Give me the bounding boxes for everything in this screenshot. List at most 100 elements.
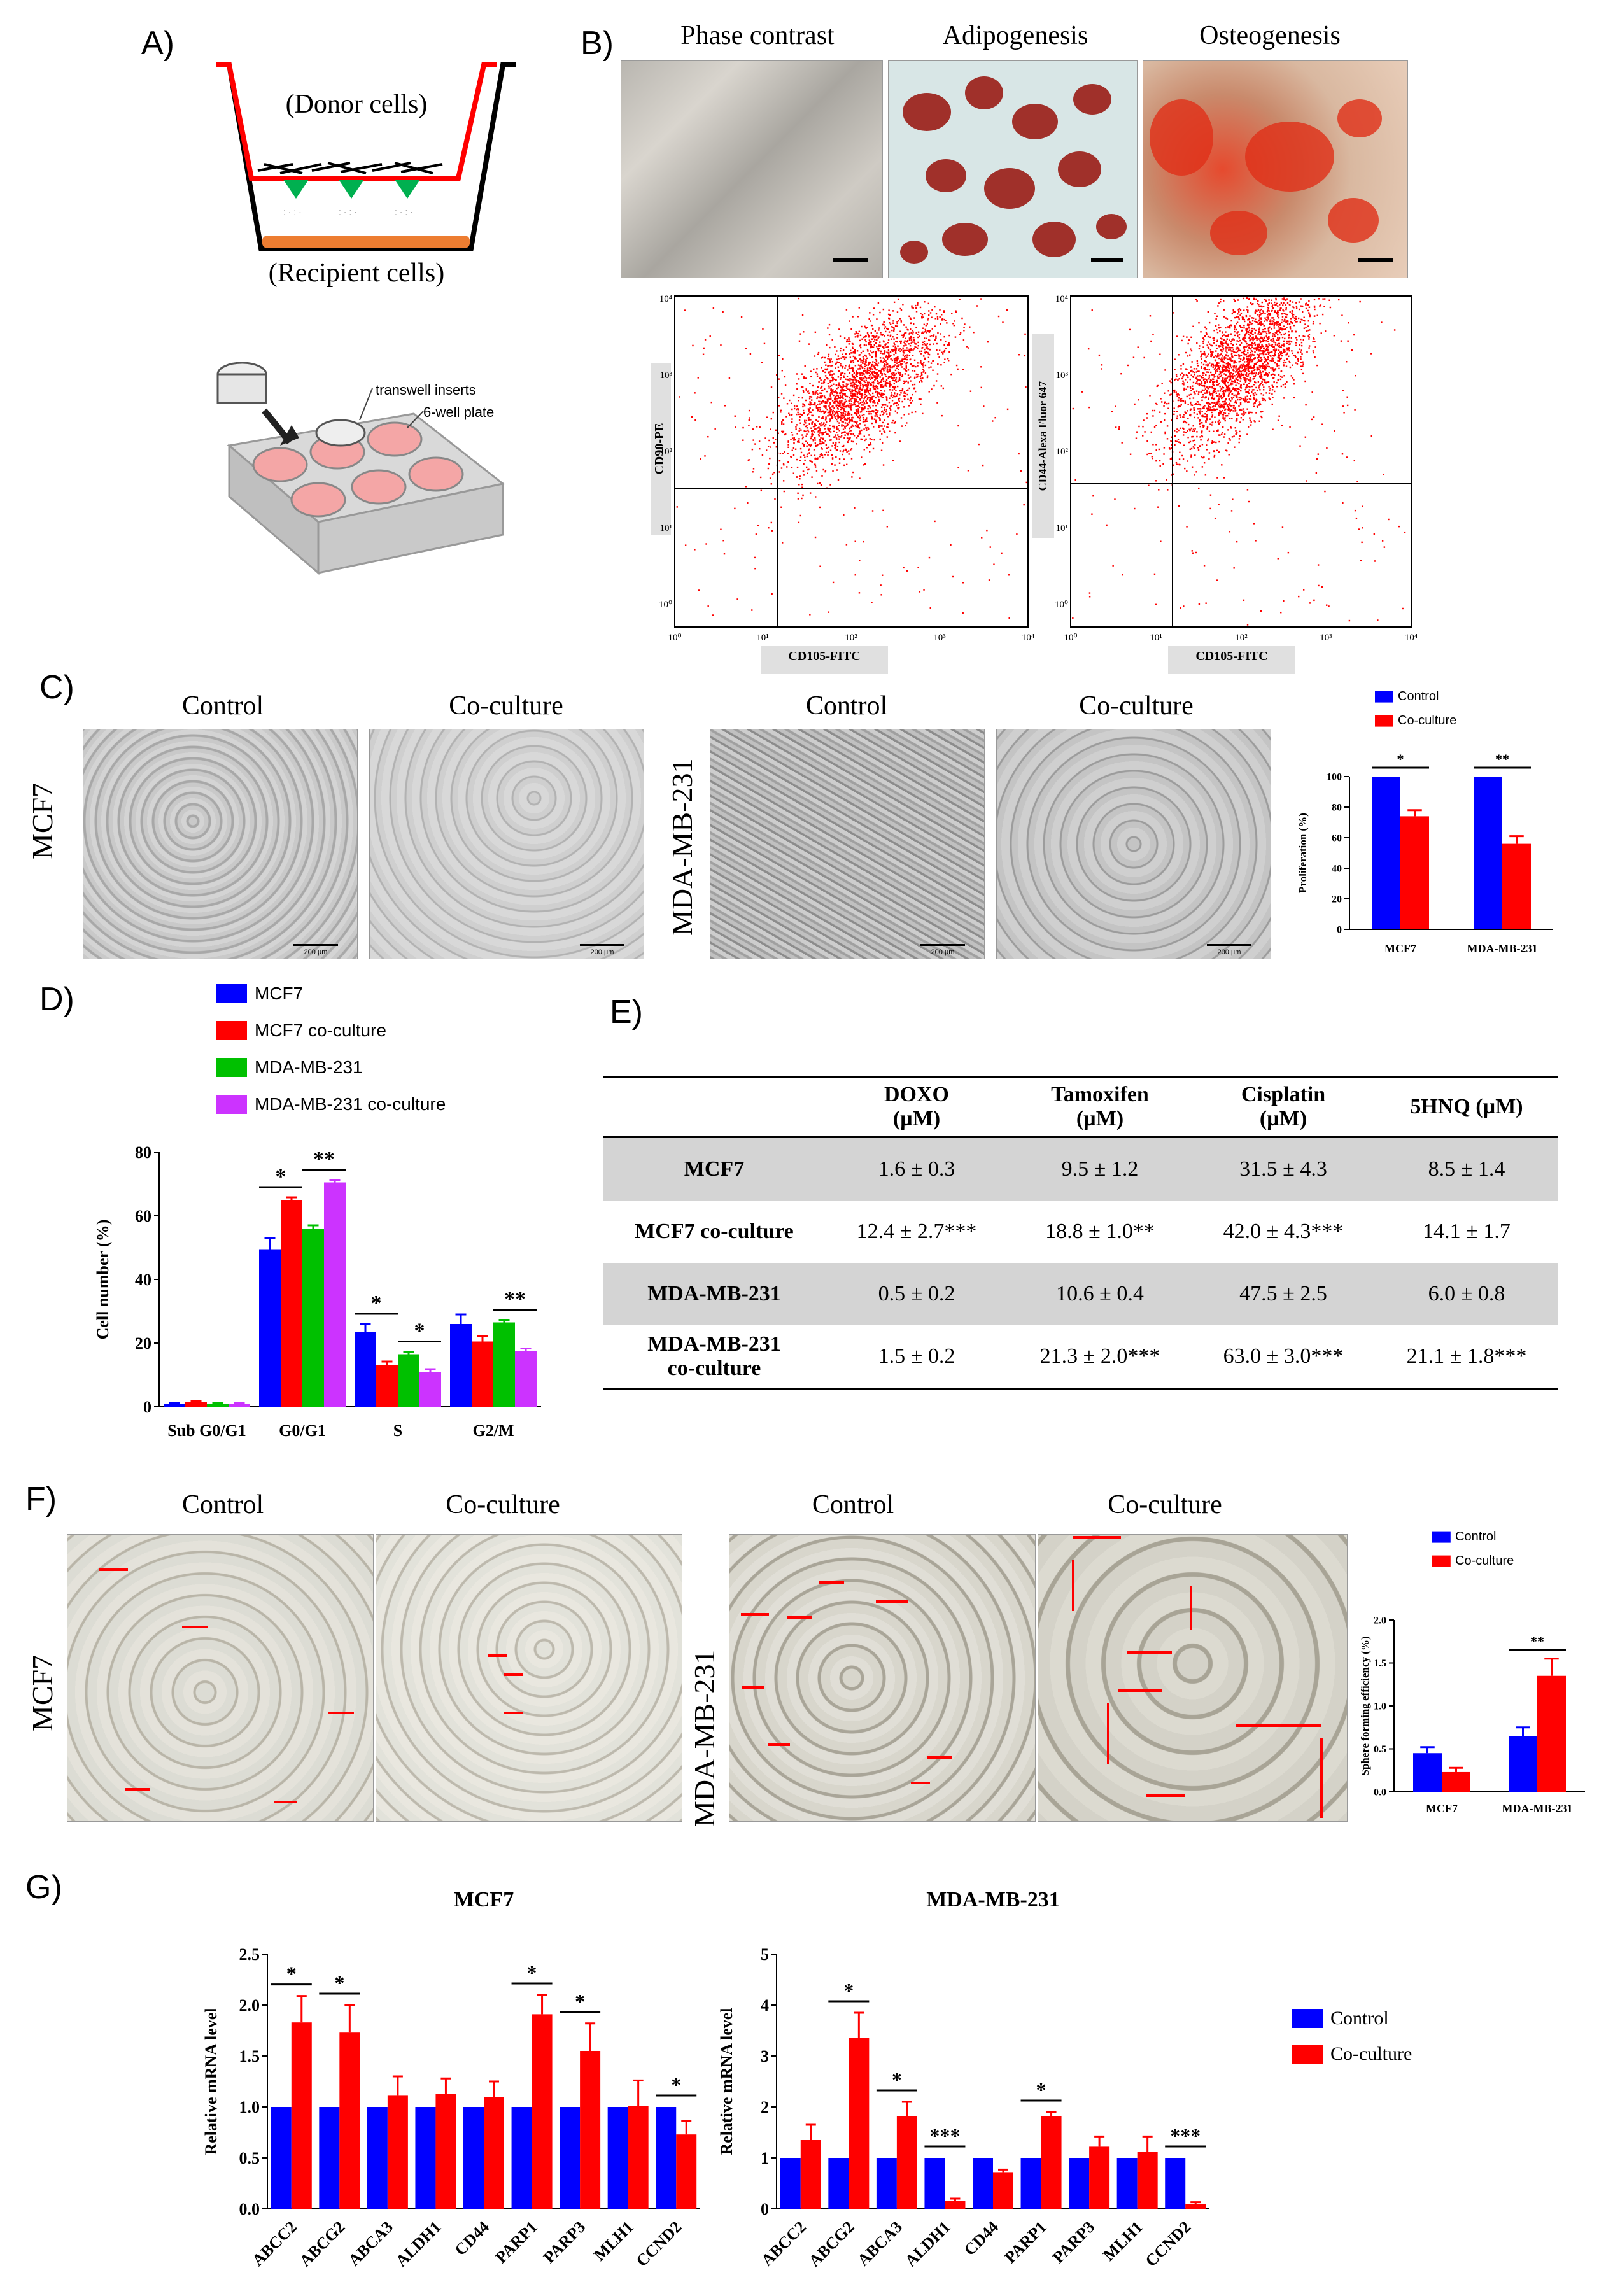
flow-event-dot <box>833 427 835 429</box>
flow-event-dot <box>835 398 836 400</box>
flow-plot-cd90: CD90-PE 10⁴ 10³ 10² 10¹ 10⁰ 10⁰ 10¹ 10² … <box>651 294 1034 643</box>
flow-event-dot <box>1257 348 1258 349</box>
flow-event-dot <box>993 563 995 565</box>
transwell-inserts-label: transwell inserts <box>376 382 476 398</box>
flow-event-dot <box>915 304 917 307</box>
flow-event-dot <box>779 453 782 454</box>
flow-event-dot <box>860 361 862 363</box>
flow-event-dot <box>1167 407 1169 409</box>
flow-event-dot <box>801 442 804 445</box>
flow-event-dot <box>937 353 939 355</box>
flow-event-dot <box>828 429 830 431</box>
flow-event-dot <box>846 339 849 341</box>
flow-event-dot <box>1240 390 1242 392</box>
flow-event-dot <box>1202 377 1204 379</box>
flow-event-dot <box>807 390 810 392</box>
flow-event-dot <box>1230 426 1232 428</box>
flow-event-dot <box>810 460 812 462</box>
flow-event-dot <box>907 389 909 391</box>
flow-event-dot <box>1227 365 1230 367</box>
flow-event-dot <box>757 525 759 526</box>
flow-event-dot <box>1106 524 1108 526</box>
flow-event-dot <box>877 402 879 405</box>
flow-event-dot <box>1285 308 1287 311</box>
flow-event-dot <box>1187 355 1189 357</box>
flow-event-dot <box>882 308 885 311</box>
flow-event-dot <box>987 341 989 343</box>
flow-event-dot <box>934 520 936 523</box>
flow-event-dot <box>1008 574 1010 576</box>
flow-event-dot <box>1235 394 1237 396</box>
flow-event-dot <box>814 463 816 465</box>
flow-event-dot <box>1225 398 1227 400</box>
flow-event-dot <box>1314 346 1316 348</box>
flow-event-dot <box>1308 345 1311 347</box>
flow-event-dot <box>822 438 824 440</box>
flow-event-dot <box>852 351 855 353</box>
flow-event-dot <box>1213 387 1215 390</box>
flow-event-dot <box>1208 397 1209 399</box>
flow-event-dot <box>819 411 821 412</box>
flow-event-dot <box>1227 395 1230 397</box>
flow-event-dot <box>913 323 915 325</box>
flow-event-dot <box>1228 393 1230 396</box>
flow-event-dot <box>943 310 945 312</box>
flow-event-dot <box>886 358 889 360</box>
flow-event-dot <box>1273 381 1275 383</box>
flow-event-dot <box>1187 460 1189 462</box>
flow-event-dot <box>1253 299 1255 300</box>
flow-event-dot <box>1229 399 1230 401</box>
flow-event-dot <box>1255 337 1257 339</box>
flow-event-dot <box>1289 311 1291 313</box>
flow-event-dot <box>877 402 878 404</box>
flow-event-dot <box>893 377 896 379</box>
flow-event-dot <box>899 361 901 363</box>
flow-event-dot <box>820 425 822 427</box>
flow-event-dot <box>871 416 873 419</box>
flow-event-dot <box>884 404 886 406</box>
flow-event-dot <box>1279 351 1281 353</box>
flow-event-dot <box>1241 397 1243 400</box>
donor-cell-layer <box>257 162 443 174</box>
flow-event-dot <box>1300 338 1302 341</box>
flow-event-dot <box>1377 619 1379 621</box>
flow-event-dot <box>1189 414 1191 416</box>
flow-event-dot <box>901 400 903 403</box>
flow-event-dot <box>807 417 810 419</box>
flow-event-dot <box>943 318 945 321</box>
flow-event-dot <box>1210 344 1212 346</box>
flow-event-dot <box>1226 450 1228 452</box>
flow-event-dot <box>858 388 860 390</box>
flow-event-dot <box>770 446 771 448</box>
flow-event-dot <box>836 469 838 471</box>
flow-event-dot <box>1262 310 1264 312</box>
flow-event-dot <box>844 390 846 391</box>
flow-event-dot <box>836 400 838 402</box>
flow-event-dot <box>861 325 863 328</box>
flow-event-dot <box>1250 398 1252 400</box>
flow-event-dot <box>842 365 844 368</box>
flow-event-dot <box>829 410 831 412</box>
flow-event-dot <box>1237 341 1240 342</box>
flow-event-dot <box>880 360 882 363</box>
flow-event-dot <box>1153 426 1156 428</box>
flow-event-dot <box>872 426 875 428</box>
flow-event-dot <box>833 414 835 416</box>
flow-event-dot <box>849 421 850 423</box>
flow-event-dot <box>801 497 803 500</box>
flow-event-dot <box>1098 354 1101 356</box>
flow-event-dot <box>805 430 807 432</box>
flow-event-dot <box>1300 351 1302 353</box>
flow-event-dot <box>802 409 805 412</box>
flow-event-dot <box>1260 377 1262 379</box>
flow-event-dot <box>1318 298 1320 300</box>
flow-event-dot <box>836 402 839 404</box>
flow-event-dot <box>1201 415 1203 417</box>
flow-event-dot <box>791 408 793 411</box>
flow-event-dot <box>1230 400 1232 402</box>
flow-event-dot <box>903 392 905 394</box>
flow-event-dot <box>1255 348 1257 350</box>
flow-event-dot <box>826 369 828 371</box>
flow-event-dot <box>857 384 859 387</box>
flow-event-dot <box>870 383 872 386</box>
